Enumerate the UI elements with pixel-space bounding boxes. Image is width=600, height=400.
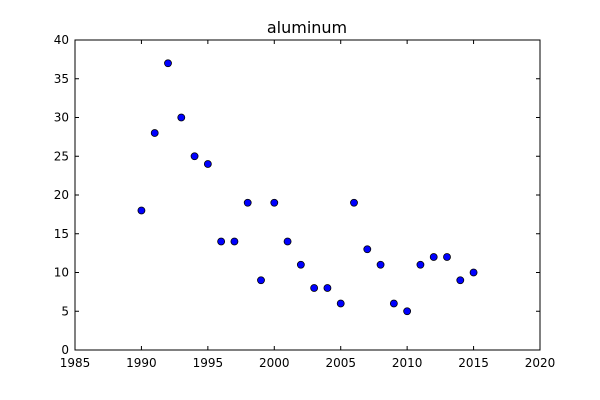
- y-tick-label: 20: [54, 188, 69, 202]
- scatter-point: [350, 198, 358, 207]
- scatter-point: [257, 276, 265, 285]
- x-tick-label: 1985: [60, 356, 91, 370]
- scatter-point: [376, 260, 385, 269]
- y-tick-label: 40: [54, 33, 69, 47]
- scatter-point: [429, 253, 438, 261]
- scatter-point: [203, 160, 212, 168]
- x-tick-label: 2015: [458, 356, 489, 370]
- y-tick-label: 15: [54, 227, 69, 241]
- x-tick-label: 2000: [259, 356, 290, 370]
- scatter-point: [150, 129, 159, 137]
- y-tick-label: 25: [54, 149, 69, 163]
- y-tick-label: 10: [54, 266, 69, 280]
- scatter-point: [323, 284, 332, 292]
- scatter-point: [296, 260, 305, 269]
- scatter-point: [469, 268, 478, 277]
- x-tick-label: 1995: [193, 356, 224, 370]
- scatter-point: [456, 276, 465, 285]
- y-tick-label: 35: [54, 72, 69, 86]
- scatter-point: [283, 237, 292, 246]
- scatter-point: [416, 260, 425, 269]
- plot-area-frame: [74, 39, 541, 351]
- scatter-point: [270, 198, 279, 207]
- scatter-point: [217, 237, 226, 246]
- scatter-point: [137, 206, 146, 215]
- x-tick-label: 1990: [126, 356, 157, 370]
- scatter-point: [230, 237, 239, 246]
- scatter-point: [164, 59, 172, 68]
- axis-ticks: 1985 1990 1995 2000 2005 2010 2015 2020 0 5 10 15 20…: [54, 33, 556, 370]
- scatter-point: [363, 245, 372, 254]
- chart-title: aluminum: [267, 18, 347, 37]
- scatter-point: [443, 253, 451, 261]
- y-tick-label: 5: [61, 304, 69, 318]
- scatter-point: [336, 299, 345, 308]
- scatter-point: [310, 284, 319, 292]
- x-tick-label: 2010: [392, 356, 423, 370]
- scatter-point: [243, 198, 252, 207]
- x-tick-label: 2005: [325, 356, 356, 370]
- x-tick-label: 2020: [525, 356, 556, 370]
- data-points: [137, 59, 478, 316]
- scatter-point: [190, 152, 199, 161]
- y-tick-label: 30: [54, 111, 69, 125]
- y-tick-label: 0: [61, 343, 69, 357]
- scatter-point: [177, 113, 186, 122]
- scatter-point: [403, 307, 412, 316]
- scatter-point: [389, 299, 398, 308]
